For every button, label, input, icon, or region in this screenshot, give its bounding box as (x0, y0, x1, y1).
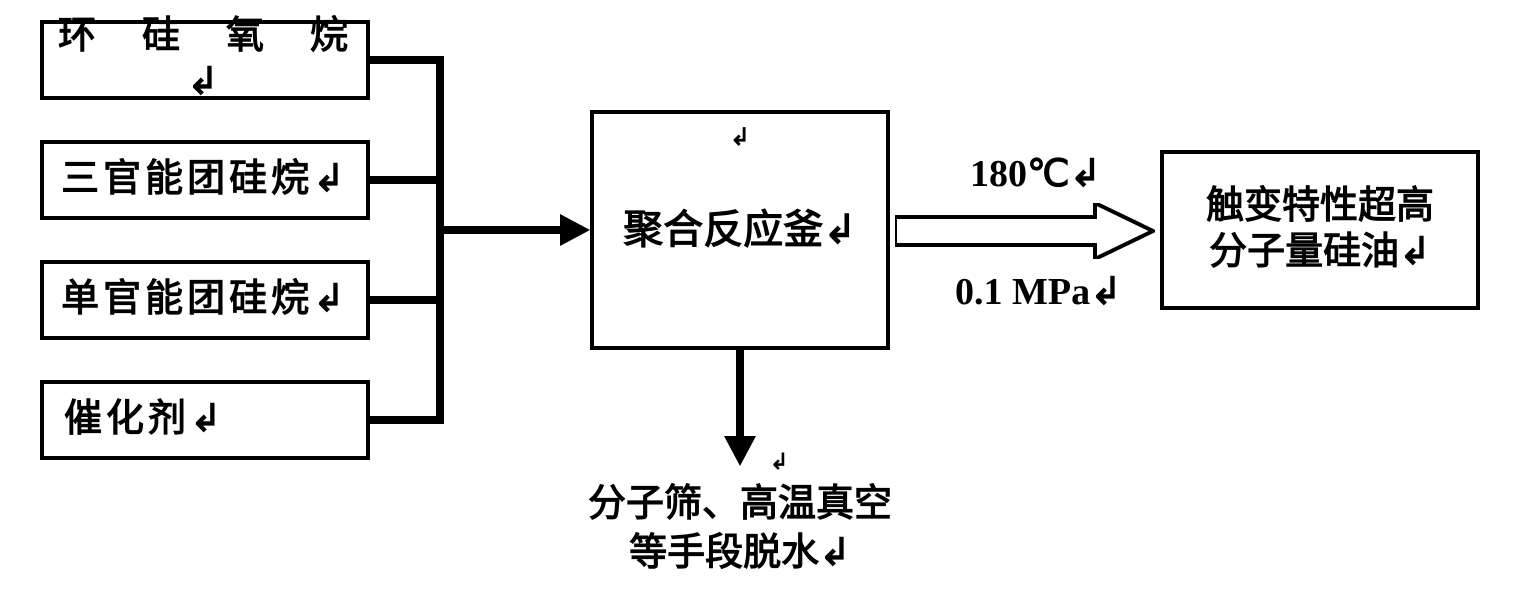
pressure-label: 0.1 MPa↲ (955, 268, 1122, 317)
output-line2: 分子量硅油↲ (1209, 230, 1431, 276)
reactor-box: ↲ 聚合反应釜↲ (590, 110, 890, 350)
pressure-text: 0.1 MPa↲ (955, 271, 1122, 313)
arrow-down-shaft (736, 350, 744, 440)
bottom-line2: 等手段脱水↲ (629, 532, 851, 574)
connector-stub-4 (370, 416, 444, 424)
bottom-note: 分子筛、高温真空 等手段脱水↲ (540, 480, 940, 579)
bottom-line1: 分子筛、高温真空 (588, 483, 892, 525)
arrow-to-reactor-head (560, 214, 590, 246)
arrow-to-reactor-shaft (436, 226, 564, 234)
bottom-mark: ↲ (770, 448, 788, 477)
temp-label: 180℃↲ (970, 150, 1102, 199)
reactor-label: 聚合反应釜↲ (623, 206, 857, 254)
output-box: 触变特性超高 分子量硅油↲ (1160, 150, 1480, 310)
hollow-arrow-icon (895, 203, 1155, 259)
input-label-1: 环 硅 氧 烷↲ (44, 14, 366, 105)
input-box-4: 催化剂↲ (40, 380, 370, 460)
output-line1: 触变特性超高 (1206, 184, 1434, 230)
input-label-3: 单官能团硅烷↲ (61, 277, 349, 323)
connector-stub-2 (370, 176, 444, 184)
input-label-4: 催化剂↲ (64, 397, 226, 443)
input-label-2: 三官能团硅烷↲ (61, 157, 349, 203)
input-box-3: 单官能团硅烷↲ (40, 260, 370, 340)
connector-bus (436, 56, 444, 424)
connector-stub-3 (370, 296, 444, 304)
temp-text: 180℃↲ (970, 153, 1102, 195)
connector-stub-1 (370, 56, 444, 64)
arrow-down-head (724, 436, 756, 466)
input-box-2: 三官能团硅烷↲ (40, 140, 370, 220)
reactor-top-mark: ↲ (730, 124, 750, 153)
input-box-1: 环 硅 氧 烷↲ (40, 20, 370, 100)
